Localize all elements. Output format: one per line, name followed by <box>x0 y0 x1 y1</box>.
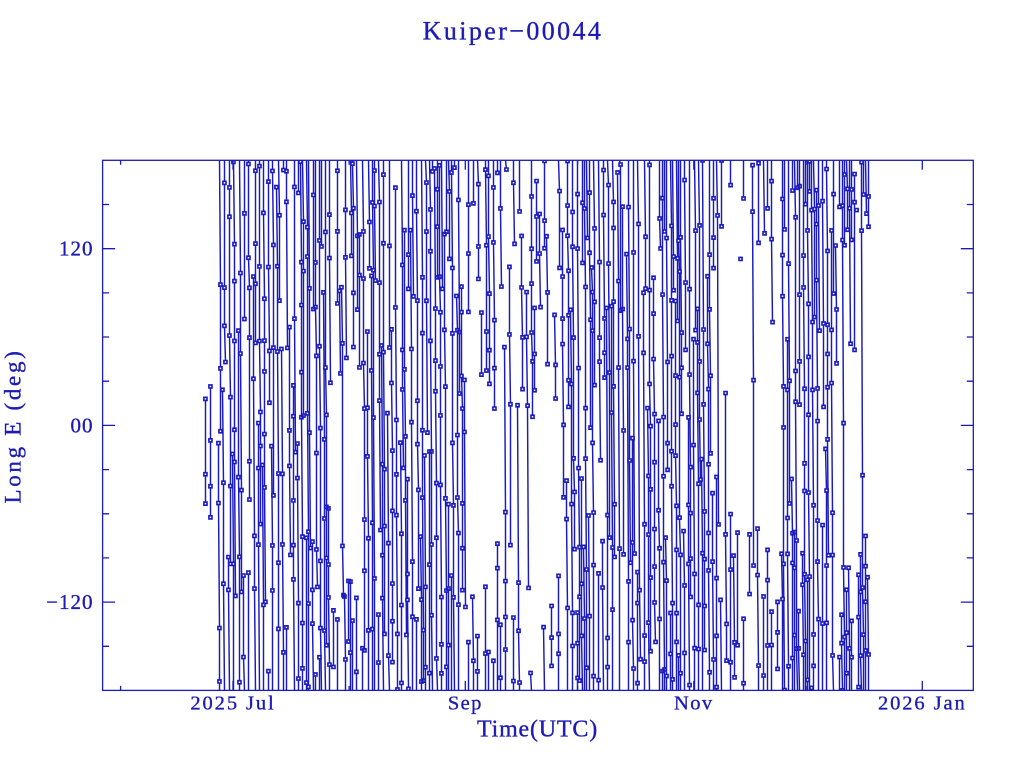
svg-text:Sep: Sep <box>448 693 483 715</box>
svg-text:Nov: Nov <box>674 693 714 715</box>
svg-text:2026 Jan: 2026 Jan <box>878 693 967 715</box>
svg-text:Long E (deg): Long E (deg) <box>1 348 26 503</box>
svg-text:−120: −120 <box>46 590 93 614</box>
svg-text:Time(UTC): Time(UTC) <box>477 717 598 743</box>
svg-text:Kuiper−00044: Kuiper−00044 <box>423 17 604 46</box>
svg-text:00: 00 <box>71 414 94 438</box>
svg-text:120: 120 <box>59 237 94 261</box>
svg-text:2025 Jul: 2025 Jul <box>190 693 275 715</box>
